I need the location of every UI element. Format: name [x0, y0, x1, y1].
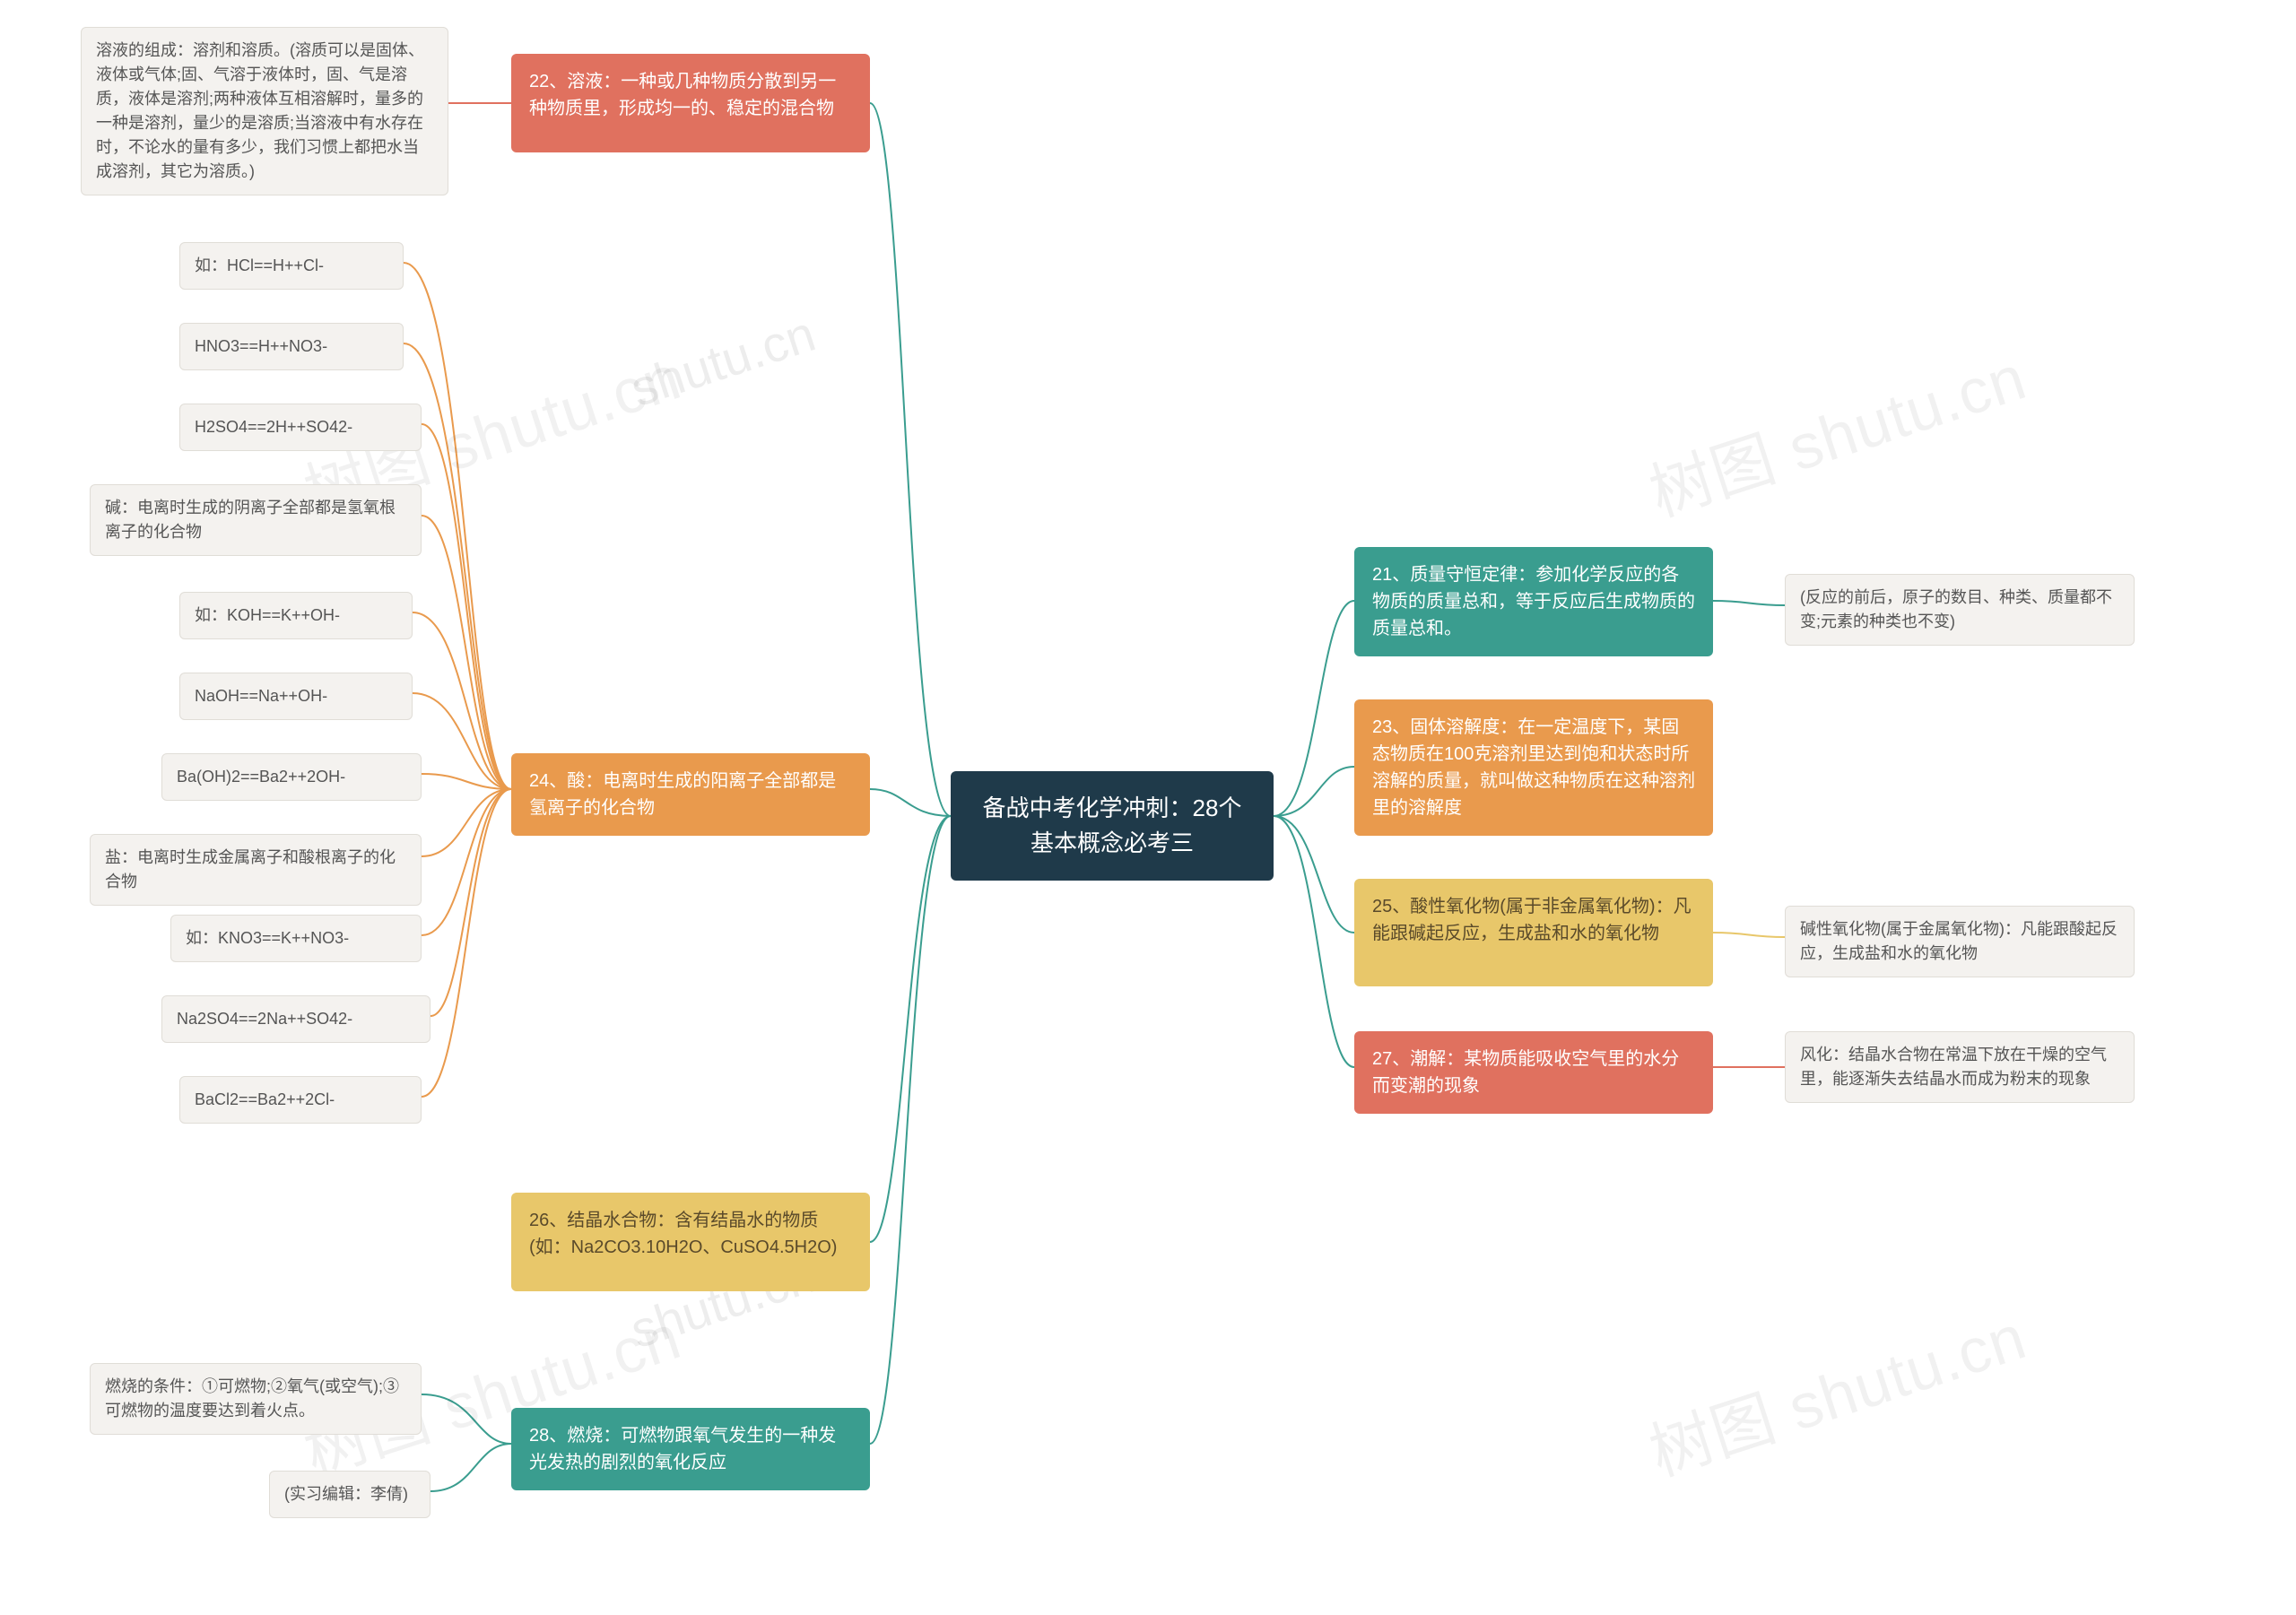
leaf-b25-1[interactable]: 碱性氧化物(属于金属氧化物)：凡能跟酸起反应，生成盐和水的氧化物	[1785, 906, 2135, 977]
leaf-label: NaOH==Na++OH-	[195, 687, 327, 705]
branch-b26[interactable]: 26、结晶水合物：含有结晶水的物质(如：Na2CO3.10H2O、CuSO4.5…	[511, 1193, 870, 1291]
leaf-b24-10[interactable]: Na2SO4==2Na++SO42-	[161, 995, 430, 1043]
leaf-label: 碱：电离时生成的阴离子全部都是氢氧根离子的化合物	[105, 499, 396, 541]
branch-b23[interactable]: 23、固体溶解度：在一定温度下，某固态物质在100克溶剂里达到饱和状态时所溶解的…	[1354, 699, 1713, 836]
branch-label: 27、潮解：某物质能吸收空气里的水分而变潮的现象	[1372, 1049, 1679, 1096]
leaf-label: HNO3==H++NO3-	[195, 337, 327, 355]
leaf-label: Ba(OH)2==Ba2++2OH-	[177, 768, 345, 786]
leaf-b21-1[interactable]: (反应的前后，原子的数目、种类、质量都不变;元素的种类也不变)	[1785, 574, 2135, 646]
leaf-b22-1[interactable]: 溶液的组成：溶剂和溶质。(溶质可以是固体、液体或气体;固、气溶于液体时，固、气是…	[81, 27, 448, 195]
leaf-b24-1[interactable]: 如：HCl==H++Cl-	[179, 242, 404, 290]
branch-label: 26、结晶水合物：含有结晶水的物质(如：Na2CO3.10H2O、CuSO4.5…	[529, 1211, 837, 1257]
leaf-b24-6[interactable]: NaOH==Na++OH-	[179, 673, 413, 720]
branch-label: 22、溶液：一种或几种物质分散到另一种物质里，形成均一的、稳定的混合物	[529, 72, 836, 118]
leaf-b28-2[interactable]: (实习编辑：李倩)	[269, 1471, 430, 1518]
leaf-label: 风化：结晶水合物在常温下放在干燥的空气里，能逐渐失去结晶水而成为粉末的现象	[1800, 1046, 2107, 1088]
mindmap-canvas: 树图 shutu.cn树图 shutu.cn树图 shutu.cn树图 shut…	[0, 0, 2296, 1615]
leaf-b24-2[interactable]: HNO3==H++NO3-	[179, 323, 404, 370]
branch-b24[interactable]: 24、酸：电离时生成的阳离子全部都是氢离子的化合物	[511, 753, 870, 836]
watermark: 树图 shutu.cn	[1637, 1287, 2036, 1494]
branch-b21[interactable]: 21、质量守恒定律：参加化学反应的各物质的质量总和，等于反应后生成物质的质量总和…	[1354, 547, 1713, 656]
leaf-label: 如：KNO3==K++NO3-	[186, 929, 349, 947]
branch-label: 21、质量守恒定律：参加化学反应的各物质的质量总和，等于反应后生成物质的质量总和…	[1372, 565, 1695, 638]
leaf-b24-7[interactable]: Ba(OH)2==Ba2++2OH-	[161, 753, 422, 801]
leaf-label: 如：HCl==H++Cl-	[195, 256, 324, 274]
leaf-label: (反应的前后，原子的数目、种类、质量都不变;元素的种类也不变)	[1800, 588, 2112, 630]
leaf-label: 燃烧的条件：①可燃物;②氧气(或空气);③可燃物的温度要达到着火点。	[105, 1377, 399, 1420]
branch-label: 23、固体溶解度：在一定温度下，某固态物质在100克溶剂里达到饱和状态时所溶解的…	[1372, 717, 1695, 818]
leaf-label: BaCl2==Ba2++2Cl-	[195, 1090, 335, 1108]
leaf-label: H2SO4==2H++SO42-	[195, 418, 352, 436]
branch-b28[interactable]: 28、燃烧：可燃物跟氧气发生的一种发光发热的剧烈的氧化反应	[511, 1408, 870, 1490]
leaf-b28-1[interactable]: 燃烧的条件：①可燃物;②氧气(或空气);③可燃物的温度要达到着火点。	[90, 1363, 422, 1435]
watermark: 树图 shutu.cn	[1637, 327, 2036, 534]
leaf-b24-11[interactable]: BaCl2==Ba2++2Cl-	[179, 1076, 422, 1124]
leaf-b24-5[interactable]: 如：KOH==K++OH-	[179, 592, 413, 639]
leaf-b24-9[interactable]: 如：KNO3==K++NO3-	[170, 915, 422, 962]
leaf-label: 如：KOH==K++OH-	[195, 606, 340, 624]
branch-label: 28、燃烧：可燃物跟氧气发生的一种发光发热的剧烈的氧化反应	[529, 1426, 836, 1472]
center-label: 备战中考化学冲刺：28个基本概念必考三	[983, 794, 1242, 856]
center-node[interactable]: 备战中考化学冲刺：28个基本概念必考三	[951, 771, 1274, 881]
leaf-b27-1[interactable]: 风化：结晶水合物在常温下放在干燥的空气里，能逐渐失去结晶水而成为粉末的现象	[1785, 1031, 2135, 1103]
leaf-label: 盐：电离时生成金属离子和酸根离子的化合物	[105, 848, 396, 890]
leaf-b24-3[interactable]: H2SO4==2H++SO42-	[179, 404, 422, 451]
branch-b22[interactable]: 22、溶液：一种或几种物质分散到另一种物质里，形成均一的、稳定的混合物	[511, 54, 870, 152]
leaf-label: (实习编辑：李倩)	[284, 1485, 408, 1503]
leaf-label: 碱性氧化物(属于金属氧化物)：凡能跟酸起反应，生成盐和水的氧化物	[1800, 920, 2118, 962]
leaf-label: Na2SO4==2Na++SO42-	[177, 1010, 352, 1028]
leaf-label: 溶液的组成：溶剂和溶质。(溶质可以是固体、液体或气体;固、气溶于液体时，固、气是…	[96, 41, 424, 180]
watermark: shutu.cn	[623, 304, 822, 418]
leaf-b24-8[interactable]: 盐：电离时生成金属离子和酸根离子的化合物	[90, 834, 422, 906]
branch-b27[interactable]: 27、潮解：某物质能吸收空气里的水分而变潮的现象	[1354, 1031, 1713, 1114]
branch-label: 24、酸：电离时生成的阳离子全部都是氢离子的化合物	[529, 771, 836, 818]
leaf-b24-4[interactable]: 碱：电离时生成的阴离子全部都是氢氧根离子的化合物	[90, 484, 422, 556]
branch-b25[interactable]: 25、酸性氧化物(属于非金属氧化物)：凡能跟碱起反应，生成盐和水的氧化物	[1354, 879, 1713, 986]
branch-label: 25、酸性氧化物(属于非金属氧化物)：凡能跟碱起反应，生成盐和水的氧化物	[1372, 897, 1692, 943]
